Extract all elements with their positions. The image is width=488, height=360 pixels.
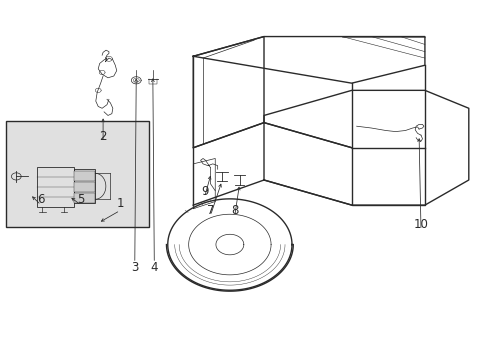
Text: 3: 3	[131, 261, 138, 274]
Bar	[5, 121, 149, 226]
Text: 6: 6	[38, 193, 45, 206]
Bar	[74, 171, 95, 181]
Text: 1: 1	[116, 197, 123, 210]
Text: 9: 9	[201, 185, 208, 198]
Bar	[37, 167, 74, 207]
Bar	[74, 169, 95, 203]
Text: 7: 7	[206, 204, 214, 217]
Text: 8: 8	[231, 204, 238, 217]
Text: 4: 4	[150, 261, 158, 274]
Text: 10: 10	[413, 218, 427, 231]
Bar	[74, 182, 95, 192]
Text: 2: 2	[99, 130, 106, 144]
Bar	[74, 193, 95, 203]
Text: 5: 5	[77, 193, 84, 206]
